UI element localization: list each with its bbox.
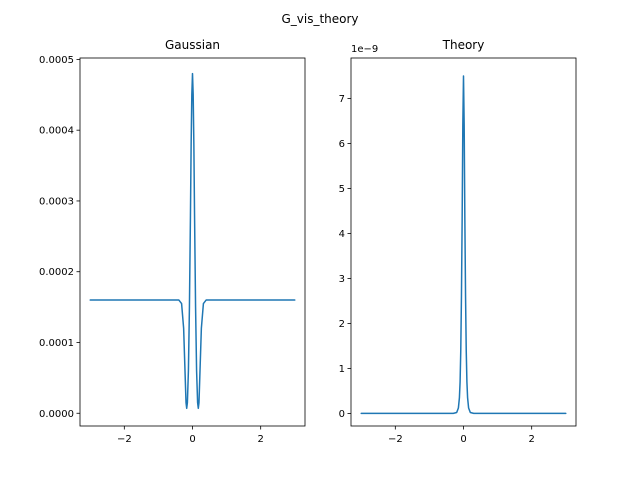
x-tick-label: 0: [460, 434, 466, 445]
axes-frame: [79, 57, 306, 427]
y-tick-label: 4: [339, 229, 345, 240]
x-tick-label: −2: [388, 434, 403, 445]
x-tick-label: −2: [117, 434, 132, 445]
y-tick-label: 3: [339, 274, 345, 285]
x-tick-label: 2: [528, 434, 534, 445]
y-offset-label: 1e−9: [351, 44, 378, 55]
series-line: [360, 75, 567, 415]
y-tick-label: 0.0001: [39, 338, 74, 349]
series-line: [89, 72, 296, 410]
y-tick-label: 5: [339, 184, 345, 195]
y-tick-label: 6: [339, 139, 345, 150]
y-tick-label: 7: [339, 94, 345, 105]
y-tick-label: 1: [339, 364, 345, 375]
y-tick-label: 0.0000: [39, 409, 74, 420]
y-tick-label: 2: [339, 319, 345, 330]
y-tick-label: 0.0003: [39, 196, 74, 207]
y-tick-label: 0.0005: [39, 55, 74, 66]
subplot-title: Gaussian: [165, 38, 220, 52]
subplot-title: Theory: [442, 38, 485, 52]
x-tick-label: 0: [189, 434, 195, 445]
x-tick-label: 2: [257, 434, 263, 445]
theory-subplot: Theory −2 0 2 0 1 2 3 4 5 6 7 1e−9: [339, 38, 577, 445]
y-tick-label: 0.0002: [39, 267, 74, 278]
y-tick-label: 0.0004: [39, 126, 74, 137]
figure-title: G_vis_theory: [281, 12, 358, 26]
y-tick-label: 0: [339, 409, 345, 420]
gaussian-subplot: Gaussian −2 0 2 0.0000 0.0001 0.0002 0.0003 0.00…: [39, 38, 306, 445]
